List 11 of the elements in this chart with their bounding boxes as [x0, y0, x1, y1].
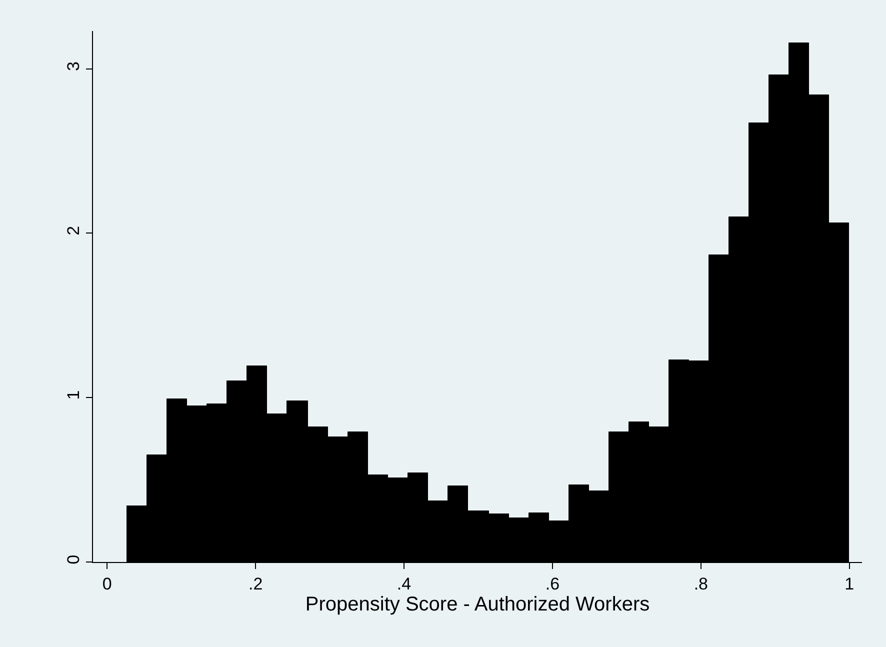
x-tick-label: .2 [248, 574, 263, 594]
y-tick-label: 2 [64, 226, 84, 236]
y-tick-label: 0 [64, 554, 84, 564]
x-tick-label: .6 [545, 574, 560, 594]
y-tick-label: 1 [64, 390, 84, 400]
x-tick-label: .8 [694, 574, 708, 594]
x-tick-label: .4 [396, 574, 412, 594]
x-axis-title: Propensity Score - Authorized Workers [305, 593, 650, 616]
x-tick-label: 0 [102, 574, 112, 594]
x-tick-label: 1 [844, 574, 854, 594]
y-tick-label: 3 [64, 62, 84, 71]
